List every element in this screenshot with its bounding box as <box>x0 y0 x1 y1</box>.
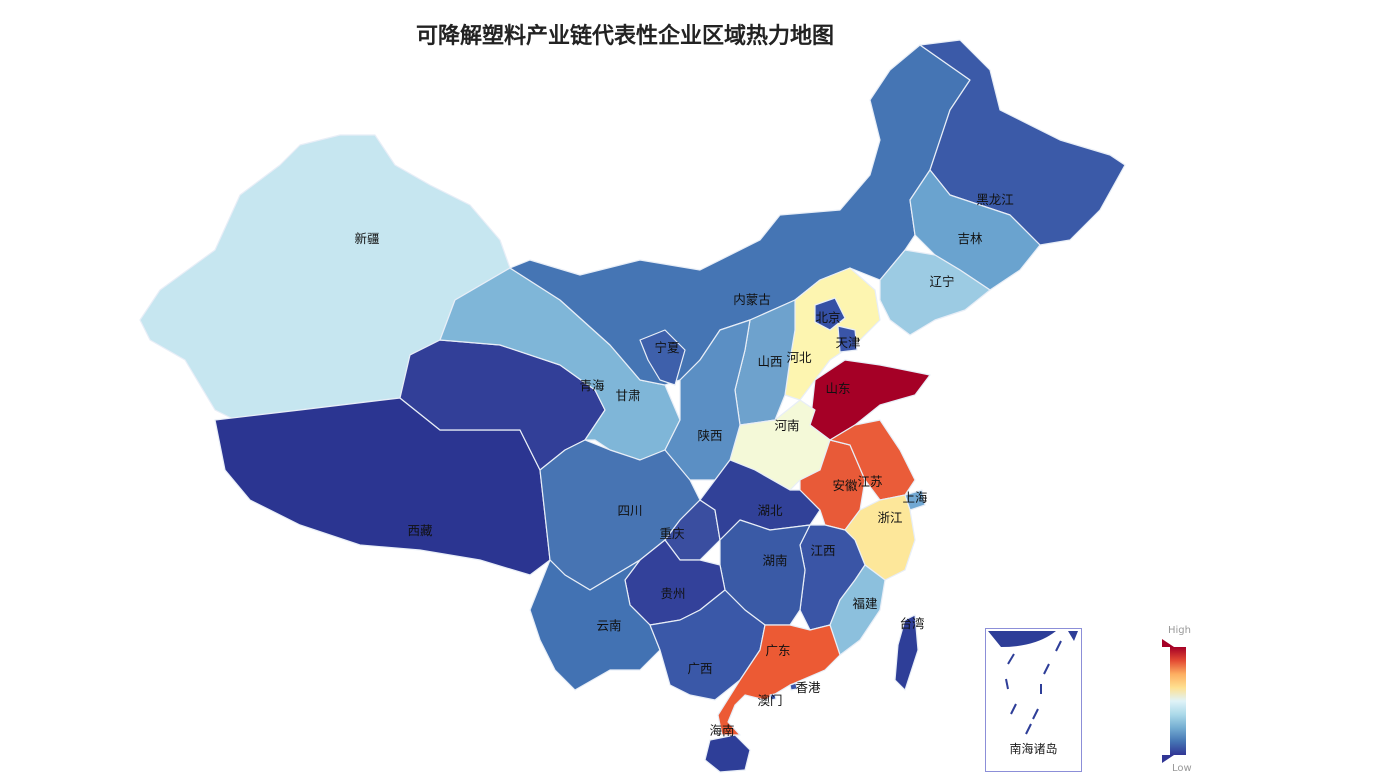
south-china-sea-inset: 南海诸岛 <box>985 628 1082 772</box>
map-title: 可降解塑料产业链代表性企业区域热力地图 <box>415 24 834 49</box>
province-label: 新疆 <box>354 231 379 246</box>
province-label: 甘肃 <box>615 388 640 403</box>
province-label: 浙江 <box>877 510 902 525</box>
province-label: 澳门 <box>757 693 782 708</box>
province-label: 河北 <box>786 350 812 365</box>
province-29[interactable] <box>717 624 841 736</box>
province-label: 广东 <box>765 643 790 658</box>
province-15[interactable] <box>639 329 686 386</box>
legend-high-label: High <box>1168 625 1191 636</box>
province-20[interactable] <box>829 419 916 501</box>
legend-low-label: Low <box>1172 763 1192 774</box>
province-label: 北京 <box>815 310 840 325</box>
inset-label: 南海诸岛 <box>1009 742 1058 756</box>
province-label: 湖北 <box>757 503 783 518</box>
province-label: 海南 <box>709 723 734 738</box>
province-label: 重庆 <box>659 526 685 541</box>
province-label: 上海 <box>902 490 928 505</box>
province-33[interactable] <box>769 693 777 701</box>
province-label: 宁夏 <box>654 340 680 355</box>
province-label: 辽宁 <box>929 274 954 289</box>
south-sea-islands-shape <box>988 631 1078 735</box>
province-label: 湖南 <box>762 553 787 568</box>
province-label: 山西 <box>757 354 782 369</box>
legend-gradient-bar <box>1170 647 1186 755</box>
legend-high-handle[interactable] <box>1162 639 1174 647</box>
province-label: 河南 <box>774 418 799 433</box>
province-label: 台湾 <box>899 616 924 631</box>
province-label: 广西 <box>687 661 712 676</box>
province-label: 山东 <box>825 381 850 396</box>
province-label: 香港 <box>795 680 821 695</box>
province-10[interactable] <box>837 325 858 353</box>
province-30[interactable] <box>704 734 751 773</box>
province-label: 安徽 <box>832 478 858 493</box>
province-label: 西藏 <box>407 523 433 538</box>
province-5[interactable] <box>919 39 1126 246</box>
province-label: 天津 <box>835 335 860 350</box>
province-0[interactable] <box>139 134 511 421</box>
province-label: 陕西 <box>697 428 722 443</box>
province-label: 江西 <box>810 543 835 558</box>
province-label: 青海 <box>579 378 605 393</box>
province-label: 福建 <box>852 596 878 611</box>
province-label: 黑龙江 <box>976 192 1014 207</box>
province-9[interactable] <box>814 297 846 331</box>
province-label: 内蒙古 <box>733 292 771 307</box>
province-6[interactable] <box>909 169 1041 291</box>
province-label: 江苏 <box>857 474 882 489</box>
province-32[interactable] <box>789 682 798 691</box>
province-7[interactable] <box>879 249 991 336</box>
color-legend[interactable]: High Low <box>1160 625 1200 775</box>
province-31[interactable] <box>894 614 919 691</box>
province-label: 吉林 <box>957 231 983 246</box>
province-label: 贵州 <box>660 586 685 601</box>
legend-low-handle[interactable] <box>1162 755 1174 763</box>
province-label: 四川 <box>617 503 642 518</box>
province-label: 云南 <box>596 618 621 633</box>
